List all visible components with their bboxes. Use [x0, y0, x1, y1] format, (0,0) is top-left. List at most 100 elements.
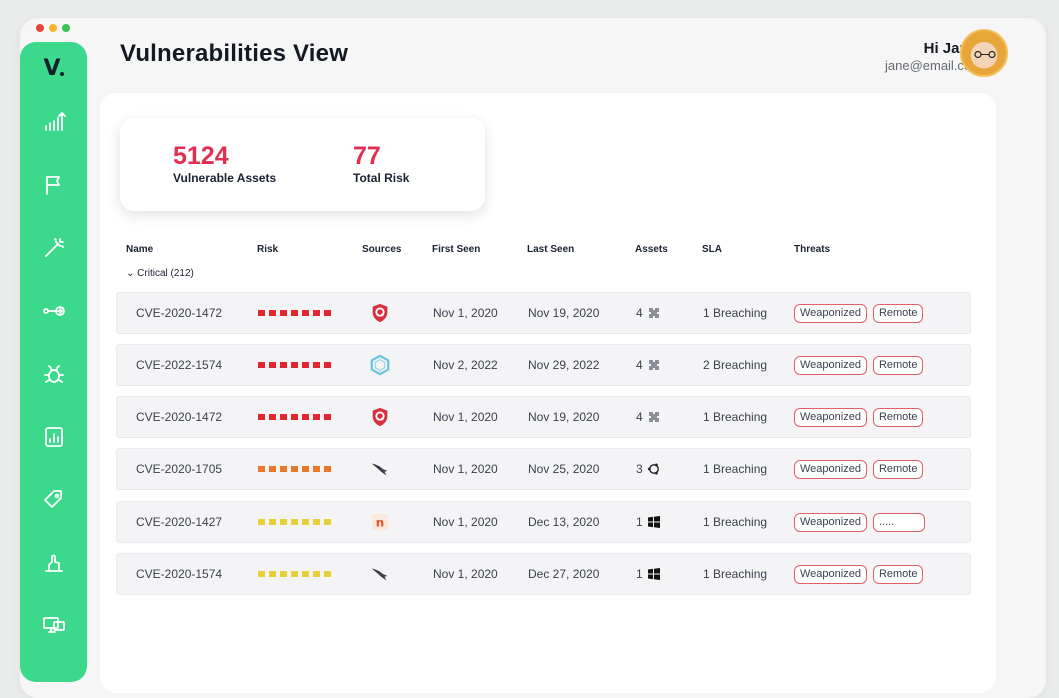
cve-name[interactable]: CVE-2020-1427: [136, 515, 223, 529]
threat-tag[interactable]: Remote: [872, 564, 924, 584]
risk-segment: [269, 310, 276, 316]
risk-bar: [258, 502, 331, 542]
bug-icon: [42, 362, 66, 386]
risk-segment: [280, 519, 287, 525]
column-header-sla[interactable]: SLA: [702, 244, 722, 255]
column-header-name[interactable]: Name: [126, 244, 154, 255]
tag-icon: [42, 488, 66, 512]
risk-segment: [302, 466, 309, 472]
sidebar-item-monitor[interactable]: [34, 606, 74, 646]
column-header-sources[interactable]: Sources: [362, 244, 402, 255]
threat-tag[interactable]: Weaponized: [794, 407, 867, 427]
page-title: Vulnerabilities View: [120, 40, 349, 67]
flag-icon: [42, 173, 66, 197]
group-label: Critical (212): [137, 268, 194, 279]
threat-tag[interactable]: Remote: [872, 407, 924, 427]
assets-cell[interactable]: 1: [636, 554, 661, 594]
threat-tag[interactable]: Weaponized: [794, 355, 867, 375]
threat-tag[interactable]: Weaponized: [794, 459, 867, 479]
sidebar-item-key-connect[interactable]: [34, 291, 74, 331]
falcon-icon[interactable]: [369, 563, 391, 585]
table-row[interactable]: CVE-2020-1427 n Nov 1, 2020 Dec 13, 2020 1 1 …: [116, 501, 971, 543]
threat-tag[interactable]: Weaponized: [794, 303, 867, 323]
shield-q-icon[interactable]: [369, 302, 391, 324]
sla: 2 Breaching: [703, 358, 768, 372]
cve-name[interactable]: CVE-2020-1574: [136, 567, 223, 581]
threat-tag[interactable]: Remote: [872, 303, 924, 323]
risk-segment: [280, 414, 287, 420]
risk-segment: [280, 466, 287, 472]
group-toggle-critical[interactable]: ⌄ Critical (212): [126, 268, 194, 279]
window-dot[interactable]: [36, 24, 44, 32]
column-header-last-seen[interactable]: Last Seen: [527, 244, 575, 255]
risk-segment: [324, 571, 331, 577]
cve-name[interactable]: CVE-2022-1574: [136, 358, 223, 372]
sidebar-item-magic-wand[interactable]: [34, 228, 74, 268]
cve-name[interactable]: CVE-2020-1472: [136, 306, 223, 320]
risk-segment: [302, 310, 309, 316]
puzzle-icon: [647, 410, 661, 424]
table-row[interactable]: CVE-2020-1472 Nov 1, 2020 Nov 19, 2020 4 1 B…: [116, 396, 971, 438]
last-seen: Nov 29, 2022: [528, 358, 600, 372]
threat-tag[interactable]: Remote: [872, 355, 924, 375]
threat-tag[interactable]: Remote: [872, 459, 924, 479]
puzzle-icon: [647, 358, 661, 372]
avatar[interactable]: [960, 29, 1008, 77]
table-row[interactable]: CVE-2020-1705 Nov 1, 2020 Nov 25, 2020 3 1 B…: [116, 448, 971, 490]
stat-vulnerable-assets: 5124 Vulnerable Assets: [173, 144, 276, 186]
column-header-threats[interactable]: Threats: [794, 244, 831, 255]
table-row[interactable]: CVE-2020-1574 Nov 1, 2020 Dec 27, 2020 1 1 B…: [116, 553, 971, 595]
threat-tag[interactable]: Weaponized: [794, 512, 867, 532]
table-row[interactable]: CVE-2022-1574 Nov 2, 2022 Nov 29, 2022 4 2 B…: [116, 344, 971, 386]
sidebar-item-bug[interactable]: [34, 354, 74, 394]
table-row[interactable]: CVE-2020-1472 Nov 1, 2020 Nov 19, 2020 4 1 B…: [116, 292, 971, 334]
assets-cell[interactable]: 4: [636, 345, 661, 385]
sidebar-item-report[interactable]: [34, 417, 74, 457]
risk-segment: [280, 362, 287, 368]
threat-tag[interactable]: Weaponized: [794, 564, 867, 584]
column-header-first-seen[interactable]: First Seen: [432, 244, 481, 255]
risk-segment: [269, 466, 276, 472]
threat-tag[interactable]: .....: [872, 512, 925, 532]
risk-segment: [258, 414, 265, 420]
risk-segment: [302, 414, 309, 420]
column-header-risk[interactable]: Risk: [257, 244, 279, 255]
stat-total-risk: 77 Total Risk: [353, 144, 410, 186]
source-cell: [369, 554, 391, 594]
risk-segment: [269, 362, 276, 368]
source-cell: [369, 449, 391, 489]
sidebar-item-chart-up[interactable]: [34, 102, 74, 142]
logo-text: V: [43, 55, 61, 81]
cve-name[interactable]: CVE-2020-1705: [136, 462, 223, 476]
risk-segment: [313, 310, 320, 316]
assets-cell[interactable]: 1: [636, 502, 661, 542]
shield-q-icon[interactable]: [369, 406, 391, 428]
window-controls: [36, 24, 70, 32]
cve-name[interactable]: CVE-2020-1472: [136, 410, 223, 424]
window-dot[interactable]: [49, 24, 57, 32]
sidebar-item-tag[interactable]: [34, 480, 74, 520]
threats-cell: Weaponized Remote: [794, 293, 929, 333]
threats-cell: Weaponized Remote: [794, 554, 929, 594]
hexagon-ring-icon[interactable]: [369, 354, 391, 376]
column-header-assets[interactable]: Assets: [635, 244, 668, 255]
risk-segment: [324, 466, 331, 472]
threats-cell: Weaponized Remote: [794, 345, 929, 385]
window-dot[interactable]: [62, 24, 70, 32]
tenable-icon[interactable]: n: [369, 511, 391, 533]
risk-segment: [258, 571, 265, 577]
stat-label: Total Risk: [353, 171, 410, 185]
asset-count: 1: [636, 515, 643, 529]
risk-segment: [280, 571, 287, 577]
falcon-icon[interactable]: [369, 458, 391, 480]
assets-cell[interactable]: 4: [636, 293, 661, 333]
sidebar: V: [20, 42, 87, 682]
sidebar-item-hand[interactable]: [34, 543, 74, 583]
assets-cell[interactable]: 3: [636, 449, 661, 489]
hand-icon: [42, 551, 66, 575]
report-icon: [42, 425, 66, 449]
app-logo[interactable]: V: [34, 54, 74, 82]
risk-segment: [269, 571, 276, 577]
assets-cell[interactable]: 4: [636, 397, 661, 437]
sidebar-item-flag[interactable]: [34, 165, 74, 205]
